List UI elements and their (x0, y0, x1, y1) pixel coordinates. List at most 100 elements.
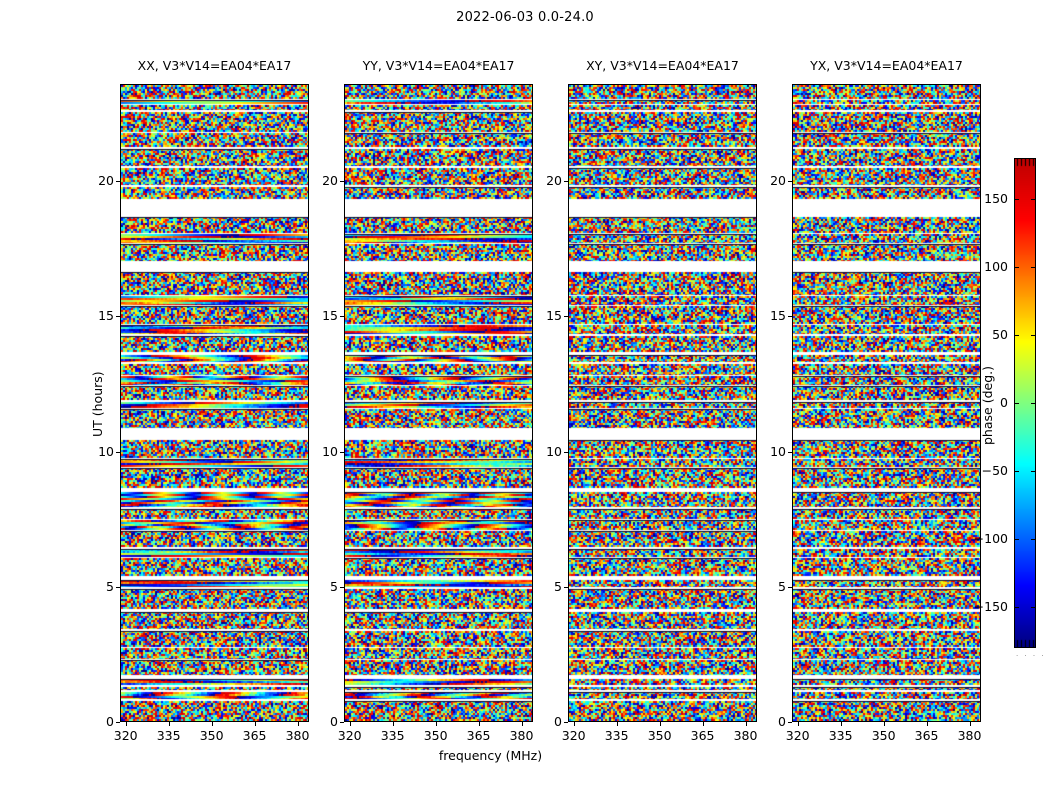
x-tick-label-xx-335: 335 (156, 728, 181, 743)
x-tick-label-yy-350: 350 (423, 728, 448, 743)
y-tick-label-yx-5: 5 (778, 578, 786, 594)
tick-mark (564, 316, 568, 317)
tick-mark (1031, 267, 1036, 268)
tick-mark (126, 722, 127, 726)
y-tick-label-xy-20: 20 (546, 173, 562, 189)
x-axis-label: frequency (MHz) (438, 748, 543, 763)
y-tick-label-yy-15: 15 (322, 308, 338, 324)
tick-mark (884, 722, 885, 726)
heatmap-panel-xx[interactable] (120, 84, 309, 722)
tick-mark (169, 722, 170, 726)
x-tick-label-xy-365: 365 (690, 728, 715, 743)
tick-mark (564, 722, 568, 723)
tick-mark (340, 587, 344, 588)
y-tick-label-yy-10: 10 (322, 443, 338, 459)
tick-mark (116, 316, 120, 317)
tick-mark (350, 722, 351, 726)
x-tick-label-yy-320: 320 (337, 728, 362, 743)
y-tick-label-yx-15: 15 (770, 308, 786, 324)
colorbar-tick-label-5: 100 (984, 258, 1008, 274)
tick-mark (340, 181, 344, 182)
y-tick-label-xx-20: 20 (98, 173, 114, 189)
x-tick-label-yy-380: 380 (509, 728, 534, 743)
tick-mark (1031, 199, 1036, 200)
tick-mark (574, 722, 575, 726)
tick-mark (212, 722, 213, 726)
x-tick-label-yy-335: 335 (380, 728, 405, 743)
heatmap-panel-xy[interactable] (568, 84, 757, 722)
x-tick-label-yx-380: 380 (957, 728, 982, 743)
tick-mark (479, 722, 480, 726)
tick-mark (255, 722, 256, 726)
panel-title-yy: YY, V3*V14=EA04*EA17 (362, 58, 515, 73)
x-tick-label-yy-365: 365 (466, 728, 491, 743)
figure-title: 2022-06-03 0.0-24.0 (456, 10, 594, 25)
tick-mark (340, 452, 344, 453)
x-tick-label-yx-365: 365 (914, 728, 939, 743)
tick-mark (841, 722, 842, 726)
y-tick-label-xy-5: 5 (554, 578, 562, 594)
heatmap-image-xx (121, 85, 308, 721)
tick-mark (564, 452, 568, 453)
tick-mark (788, 316, 792, 317)
tick-mark (340, 722, 344, 723)
tick-mark (970, 722, 971, 726)
tick-mark (1014, 403, 1019, 404)
x-tick-label-yx-320: 320 (785, 728, 810, 743)
heatmap-image-yx (793, 85, 980, 721)
tick-mark (927, 722, 928, 726)
panel-title-xx: XX, V3*V14=EA04*EA17 (137, 58, 292, 73)
heatmap-panel-yx[interactable] (792, 84, 981, 722)
x-tick-label-xy-380: 380 (733, 728, 758, 743)
tick-mark (1031, 539, 1036, 540)
tick-mark (1031, 403, 1036, 404)
tick-mark (1031, 607, 1036, 608)
tick-mark (788, 587, 792, 588)
heatmap-image-yy (345, 85, 532, 721)
panel-title-yx: YX, V3*V14=EA04*EA17 (810, 58, 963, 73)
tick-mark (1014, 471, 1019, 472)
x-tick-label-xy-320: 320 (561, 728, 586, 743)
colorbar-tick-label-3: 0 (1000, 395, 1008, 410)
tick-mark (798, 722, 799, 726)
y-tick-label-yx-20: 20 (770, 173, 786, 189)
tick-mark (1014, 335, 1019, 336)
colorbar-tick-label-0: −150 (973, 599, 1008, 615)
x-tick-label-yx-335: 335 (828, 728, 853, 743)
y-tick-label-yy-5: 5 (330, 578, 338, 594)
y-tick-label-xy-10: 10 (546, 443, 562, 459)
y-tick-label-yy-0: 0 (330, 714, 338, 729)
colorbar-tick-label-1: −100 (973, 531, 1008, 547)
y-axis-label: UT (hours) (90, 371, 105, 437)
tick-mark (1014, 539, 1019, 540)
tick-mark (1014, 607, 1019, 608)
x-tick-label-xx-380: 380 (285, 728, 310, 743)
colorbar-gradient (1015, 159, 1035, 647)
tick-mark (564, 587, 568, 588)
y-tick-label-xy-0: 0 (554, 714, 562, 729)
tick-mark (298, 722, 299, 726)
colorbar-tick-label-6: 150 (984, 190, 1008, 206)
tick-mark (1014, 267, 1019, 268)
y-tick-label-xy-15: 15 (546, 308, 562, 324)
heatmap-image-xy (569, 85, 756, 721)
y-tick-label-xx-5: 5 (106, 578, 114, 594)
tick-mark (116, 181, 120, 182)
x-tick-label-xy-335: 335 (604, 728, 629, 743)
x-tick-label-xx-365: 365 (242, 728, 267, 743)
tick-mark (660, 722, 661, 726)
heatmap-panel-yy[interactable] (344, 84, 533, 722)
tick-mark (1031, 335, 1036, 336)
tick-mark (617, 722, 618, 726)
tick-mark (116, 722, 120, 723)
colorbar-tick-label-4: 50 (992, 326, 1008, 342)
tick-mark (436, 722, 437, 726)
panel-title-xy: XY, V3*V14=EA04*EA17 (586, 58, 739, 73)
x-tick-label-xy-350: 350 (647, 728, 672, 743)
y-tick-label-yy-20: 20 (322, 173, 338, 189)
tick-mark (564, 181, 568, 182)
tick-mark (788, 722, 792, 723)
x-tick-label-xx-320: 320 (113, 728, 138, 743)
tick-mark (522, 722, 523, 726)
x-tick-label-xx-350: 350 (199, 728, 224, 743)
